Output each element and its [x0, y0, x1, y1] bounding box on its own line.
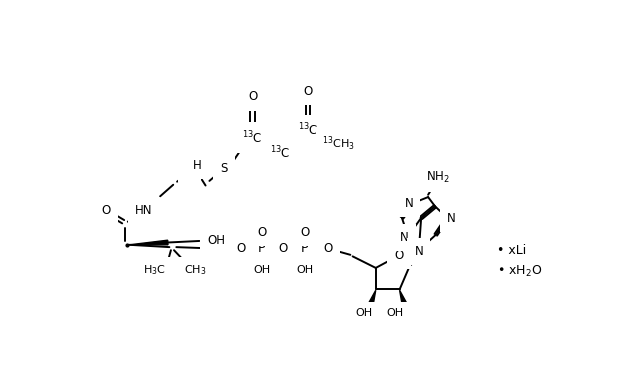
Text: CH$_3$: CH$_3$	[184, 263, 206, 277]
Text: $^{13}$CH$_3$: $^{13}$CH$_3$	[323, 135, 355, 153]
Text: S: S	[220, 162, 228, 175]
Text: O: O	[102, 204, 111, 217]
Text: H: H	[193, 159, 202, 172]
Polygon shape	[399, 290, 406, 304]
Text: N: N	[447, 212, 456, 225]
Text: O: O	[236, 242, 246, 255]
Text: OH: OH	[387, 308, 404, 318]
Text: N: N	[185, 162, 194, 175]
Text: HN: HN	[135, 204, 153, 217]
Text: $^{13}$C: $^{13}$C	[270, 145, 291, 161]
Text: P: P	[258, 242, 266, 255]
Polygon shape	[369, 290, 376, 304]
Text: OH: OH	[296, 265, 314, 275]
Text: $^{13}$C: $^{13}$C	[298, 122, 318, 138]
Text: OH: OH	[356, 308, 372, 318]
Text: P: P	[301, 242, 308, 255]
Text: O: O	[300, 226, 310, 239]
Text: O: O	[257, 226, 266, 239]
Polygon shape	[129, 240, 168, 245]
Text: N: N	[404, 197, 413, 210]
Text: O: O	[394, 249, 403, 262]
Text: H$_3$C: H$_3$C	[143, 263, 166, 277]
Text: O: O	[303, 85, 312, 98]
Text: NH$_2$: NH$_2$	[426, 170, 450, 185]
Text: N: N	[400, 231, 408, 244]
Text: • xLi: • xLi	[497, 244, 527, 257]
Text: N: N	[415, 245, 423, 258]
Text: O: O	[248, 90, 257, 104]
Text: OH: OH	[207, 235, 225, 248]
Text: O: O	[278, 242, 288, 255]
Text: O: O	[323, 242, 333, 255]
Text: • xH$_2$O: • xH$_2$O	[497, 264, 543, 279]
Text: OH: OH	[253, 265, 270, 275]
Text: $^{13}$C: $^{13}$C	[243, 129, 263, 146]
